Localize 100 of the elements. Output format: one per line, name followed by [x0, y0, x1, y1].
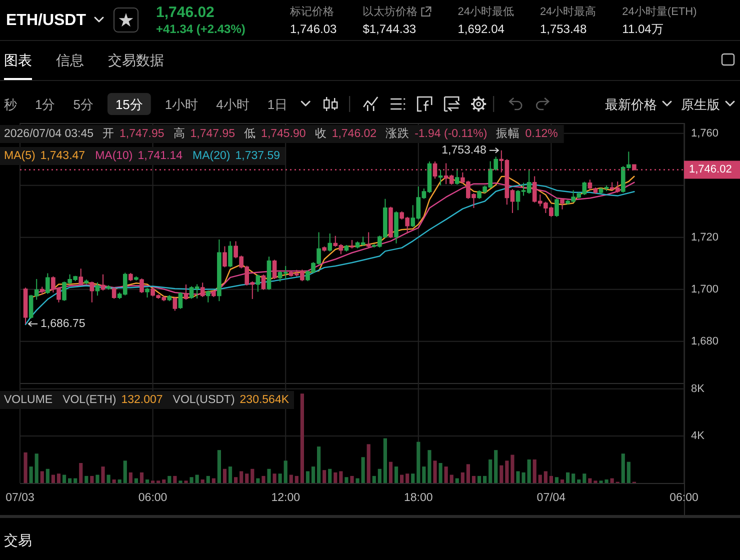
text: 最新价格: [605, 96, 657, 112]
candlestick: [350, 240, 354, 249]
text: 24小时最高: [540, 5, 596, 18]
bar: [383, 438, 387, 483]
bar: [168, 476, 172, 483]
bar: [626, 462, 630, 483]
bar: [505, 460, 509, 483]
annotation: 1,741.14: [138, 150, 184, 162]
bar: [101, 466, 105, 483]
text: $1,744.33: [362, 22, 416, 36]
bar: [366, 444, 370, 483]
text: 11.04万: [622, 22, 664, 36]
bar: [400, 474, 404, 483]
bar: [123, 460, 127, 483]
bar: [488, 459, 492, 483]
y-tick-label: 1,680: [691, 335, 719, 348]
annotation: 1,747.95: [120, 128, 164, 140]
bar: [428, 450, 432, 483]
text: 1,753.48: [540, 22, 587, 36]
bar: [466, 464, 470, 483]
text: 24小时量(ETH): [622, 5, 697, 18]
y-tick-label: 1,760: [691, 127, 719, 140]
candlestick: [40, 286, 44, 296]
bar: [344, 477, 348, 483]
candlestick: [106, 284, 111, 290]
annotation: 开: [102, 127, 115, 140]
bar: [572, 474, 576, 483]
y-tick-label: 8K: [691, 382, 706, 395]
bar: [272, 474, 276, 483]
bar: [234, 477, 238, 483]
bar: [588, 478, 592, 483]
bar: [206, 476, 210, 483]
bar: [356, 478, 360, 483]
candlestick: [140, 278, 144, 294]
bar: [406, 474, 410, 483]
x-tick-label: 06:00: [138, 492, 168, 504]
bar: [134, 478, 138, 483]
candlestick: [128, 272, 133, 282]
bar: [62, 474, 66, 483]
candlestick: [200, 282, 205, 298]
bar: [217, 450, 221, 483]
text: 1日: [267, 96, 288, 112]
bar: [256, 478, 260, 483]
bar: [284, 460, 288, 483]
bar: [554, 477, 559, 483]
bar: [328, 468, 332, 483]
text: 24小时最低: [458, 5, 514, 18]
bar: [322, 470, 326, 483]
bar: [300, 394, 304, 483]
bar: [106, 474, 110, 483]
candlestick: [84, 279, 89, 285]
bar: [212, 478, 216, 483]
bar: [56, 474, 61, 483]
bar: [566, 472, 570, 483]
candlestick: [322, 246, 326, 252]
annotation: 1,743.47: [40, 150, 86, 162]
text: 原生版: [681, 96, 720, 112]
bar: [90, 476, 94, 483]
bar: [538, 474, 542, 483]
bar: [267, 468, 271, 483]
candlestick: [222, 246, 227, 268]
text: MA(20): [192, 150, 230, 162]
bar: [455, 478, 459, 483]
bar: [582, 474, 586, 483]
bar: [621, 454, 625, 483]
bar: [195, 474, 199, 483]
bar: [361, 457, 365, 483]
bar: [34, 454, 38, 483]
text: 交易: [4, 532, 32, 548]
bar: [84, 476, 88, 483]
bar: [510, 454, 514, 483]
candlestick: [366, 232, 371, 248]
bar: [289, 474, 293, 483]
bar: [422, 466, 426, 483]
bar: [79, 463, 83, 483]
candlestick: [184, 284, 188, 300]
annotation: 高: [173, 126, 186, 140]
x-tick-label: 07/03: [6, 492, 34, 504]
candlestick: [438, 169, 443, 186]
x-tick-label: 06:00: [670, 492, 698, 504]
bar: [610, 478, 614, 483]
bar: [444, 466, 448, 483]
bar: [278, 474, 282, 483]
text: 1,692.04: [458, 22, 505, 36]
candlestick: [454, 168, 460, 186]
chart-title: ETH/USDT: [6, 12, 86, 28]
bar: [240, 471, 244, 483]
bar: [394, 466, 398, 483]
candlestick: [388, 206, 393, 239]
candlestick: [588, 179, 592, 190]
text: 1分: [35, 96, 56, 112]
bar: [494, 450, 498, 483]
candlestick: [328, 233, 332, 252]
candlestick: [344, 244, 349, 252]
annotation: 132.007: [121, 394, 163, 406]
bar: [388, 462, 393, 483]
bar: [29, 466, 33, 483]
bar: [46, 468, 50, 483]
bar: [68, 478, 72, 483]
bar: [339, 471, 343, 483]
